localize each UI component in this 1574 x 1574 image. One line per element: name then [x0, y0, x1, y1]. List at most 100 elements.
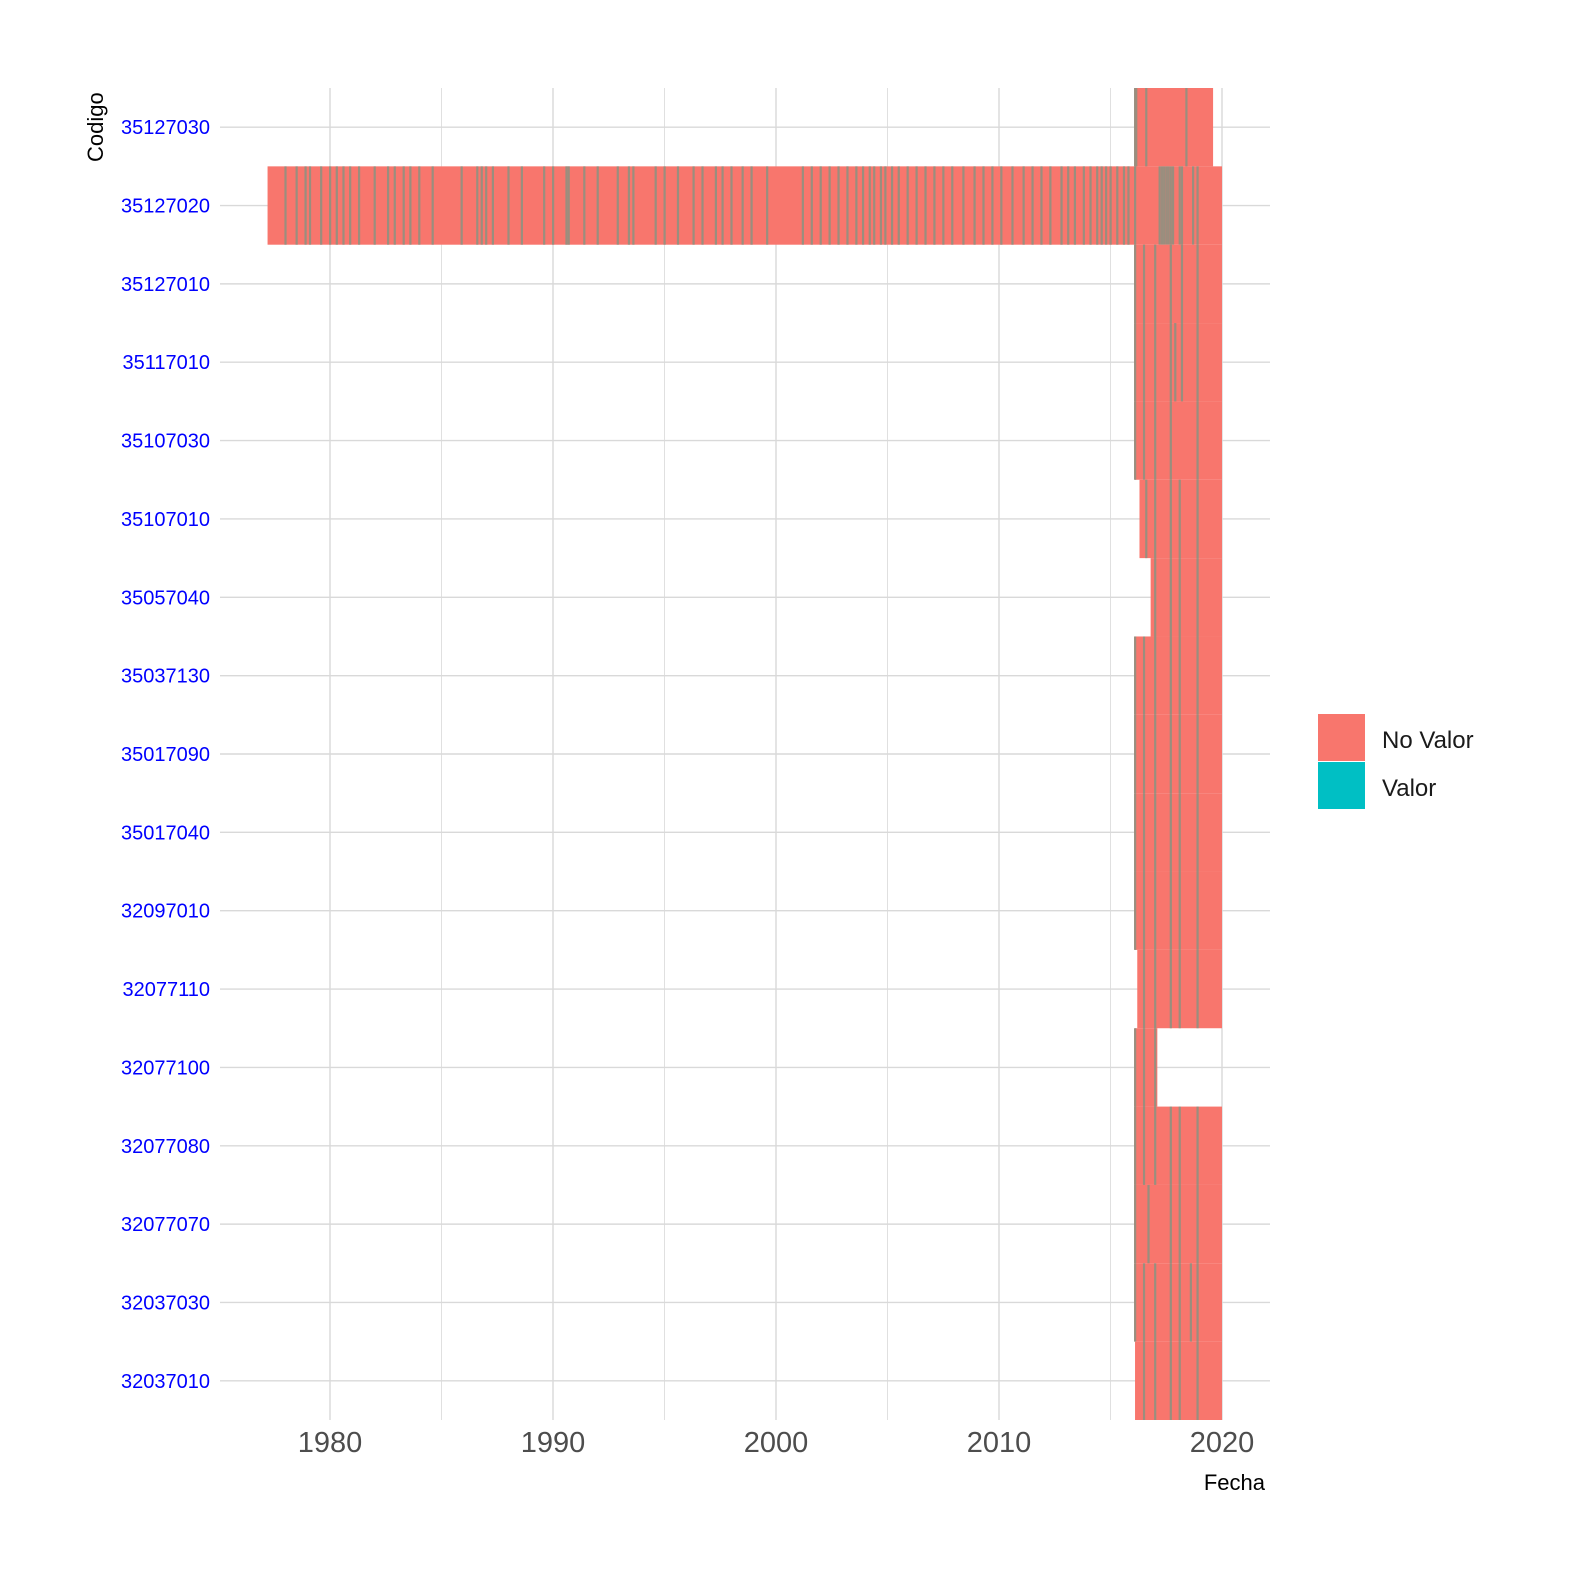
tile-valor	[1142, 1341, 1146, 1420]
tile-no-valor	[1135, 244, 1222, 324]
tile-valor	[1116, 166, 1119, 245]
tile-valor	[1169, 323, 1172, 402]
tile-valor	[1134, 871, 1137, 950]
tile-valor	[1169, 1184, 1172, 1264]
tile-valor	[1142, 244, 1146, 324]
tile-valor	[1049, 166, 1052, 245]
tile-valor	[1196, 793, 1199, 872]
tile-valor	[982, 166, 985, 245]
tile-no-valor	[1135, 1106, 1222, 1185]
tile-no-valor	[267, 166, 1222, 245]
tile-valor	[1031, 166, 1034, 245]
tile-valor	[329, 166, 332, 245]
tile-valor	[1142, 1106, 1146, 1185]
tile-valor	[431, 166, 434, 245]
tile-valor	[884, 166, 887, 245]
tile-valor	[1196, 479, 1199, 559]
tile-valor	[1169, 714, 1172, 794]
tile-valor	[1169, 558, 1172, 637]
tile-valor	[1196, 1106, 1199, 1185]
tile-valor	[1169, 871, 1172, 950]
tile-no-valor	[1135, 1028, 1158, 1107]
tile-valor	[1169, 949, 1172, 1029]
tile-valor	[1082, 166, 1085, 245]
tile-valor	[1192, 166, 1195, 245]
x-axis-title: Fecha	[1204, 1470, 1266, 1495]
tile-valor	[552, 166, 555, 245]
tile-valor	[1169, 1341, 1172, 1420]
tile-valor	[801, 166, 804, 245]
tile-valor	[616, 166, 619, 245]
tile-valor	[1178, 793, 1181, 872]
tile-valor	[583, 166, 586, 245]
tile-valor	[741, 166, 744, 245]
tile-valor	[1196, 714, 1199, 794]
tile-valor	[1147, 1184, 1150, 1264]
legend-key-no-valor	[1318, 714, 1365, 761]
tile-valor	[1022, 166, 1025, 245]
y-tick-label: 35017090	[121, 744, 210, 766]
tile-valor	[1142, 949, 1146, 1029]
tile-no-valor	[1135, 793, 1222, 872]
tile-no-valor	[1135, 636, 1222, 715]
tile-valor	[1185, 88, 1188, 167]
x-tick-label: 1990	[521, 1427, 586, 1459]
y-tick-label: 32077070	[121, 1214, 210, 1236]
x-tick-label: 1980	[298, 1427, 363, 1459]
tile-valor	[543, 166, 546, 245]
tile-valor	[1154, 1341, 1157, 1420]
tile-valor	[1154, 1263, 1157, 1342]
x-tick-label: 2000	[744, 1427, 809, 1459]
tile-valor	[342, 166, 345, 245]
tile-valor	[393, 166, 396, 245]
y-axis-labels: 35127030 35127020 35127010 35117010 35107030…	[121, 117, 210, 1393]
tile-valor	[357, 166, 361, 245]
tile-no-valor	[1135, 401, 1222, 480]
y-tick-label: 35127020	[121, 196, 210, 218]
data-tiles	[267, 88, 1222, 1420]
tile-valor	[386, 166, 390, 245]
tile-valor	[1178, 1263, 1181, 1342]
tile-valor	[1100, 166, 1103, 245]
tile-valor	[1178, 1341, 1181, 1420]
tile-valor	[766, 166, 769, 245]
tile-valor	[942, 166, 945, 245]
tile-valor	[906, 166, 909, 245]
tile-valor	[1134, 636, 1137, 715]
y-tick-label: 35117010	[123, 352, 211, 374]
tile-valor	[692, 166, 695, 245]
tile-valor	[1096, 166, 1099, 245]
tile-valor	[730, 166, 733, 245]
tile-valor	[1178, 636, 1181, 715]
tile-valor	[1134, 88, 1137, 167]
tile-valor	[507, 166, 510, 245]
tile-valor	[1142, 871, 1146, 950]
tile-valor	[1169, 244, 1172, 324]
tile-valor	[1154, 1106, 1157, 1185]
tile-valor	[828, 166, 831, 245]
tile-valor	[879, 166, 883, 245]
tile-valor	[1180, 323, 1184, 402]
y-tick-label: 35107010	[121, 509, 210, 531]
tile-valor	[1160, 166, 1163, 245]
tile-valor	[837, 166, 840, 245]
tile-valor	[962, 166, 965, 245]
tile-valor	[1189, 1263, 1192, 1342]
y-tick-label: 32077110	[123, 979, 211, 1001]
tile-valor	[1122, 166, 1126, 245]
y-tick-label: 35017040	[121, 822, 210, 844]
tile-valor	[924, 166, 927, 245]
tile-valor	[335, 166, 338, 245]
tile-no-valor	[1150, 558, 1222, 637]
tile-valor	[1154, 949, 1157, 1029]
tile-valor	[1154, 714, 1157, 794]
tile-valor	[1154, 558, 1157, 637]
tile-valor	[1134, 1106, 1137, 1185]
tile-valor	[1174, 323, 1177, 402]
tile-valor	[1169, 401, 1172, 480]
tile-valor	[1134, 166, 1137, 245]
tile-valor	[1142, 1028, 1146, 1107]
tile-valor	[485, 166, 488, 245]
tile-valor	[1134, 1263, 1137, 1342]
